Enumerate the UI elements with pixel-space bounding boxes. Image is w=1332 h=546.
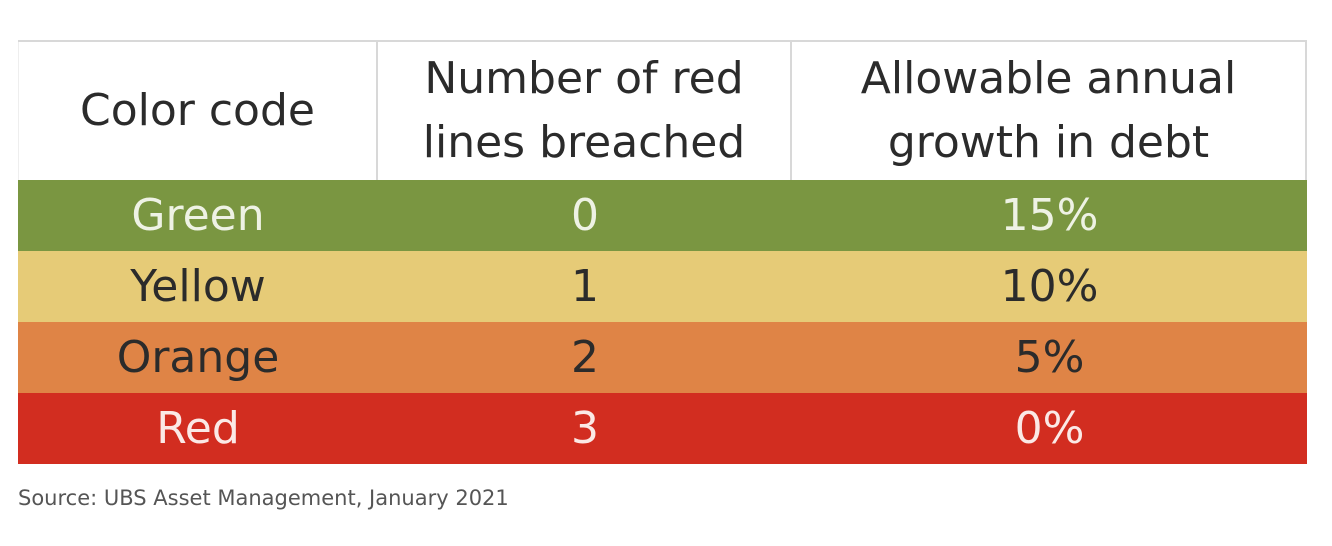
table-cell: 1 bbox=[571, 261, 599, 312]
table-cell: Yellow bbox=[130, 261, 266, 312]
table-cell: Green bbox=[131, 190, 265, 241]
table-cell: 10% bbox=[1000, 261, 1099, 312]
table-cell: 2 bbox=[571, 332, 599, 383]
header-cell: Color code bbox=[18, 42, 378, 180]
table-cell: 5% bbox=[1014, 332, 1085, 383]
table-cell: 0% bbox=[1014, 403, 1085, 454]
source-note: Source: UBS Asset Management, January 20… bbox=[18, 486, 509, 510]
table-row: Green 0 15% bbox=[18, 180, 1307, 251]
table-cell: Orange bbox=[116, 332, 280, 383]
table-row: Red 3 0% bbox=[18, 393, 1307, 464]
table-cell: 15% bbox=[1000, 190, 1099, 241]
table-cell: 3 bbox=[571, 403, 599, 454]
header-cell: Allowable annual growth in debt bbox=[792, 42, 1307, 180]
table-cell: Red bbox=[156, 403, 240, 454]
header-row: Color code Number of red lines breached … bbox=[18, 42, 1307, 180]
table: Color code Number of red lines breached … bbox=[18, 40, 1307, 464]
header-cell: Number of red lines breached bbox=[378, 42, 792, 180]
table-cell: 0 bbox=[571, 190, 599, 241]
table-row: Yellow 1 10% bbox=[18, 251, 1307, 322]
table-row: Orange 2 5% bbox=[18, 322, 1307, 393]
